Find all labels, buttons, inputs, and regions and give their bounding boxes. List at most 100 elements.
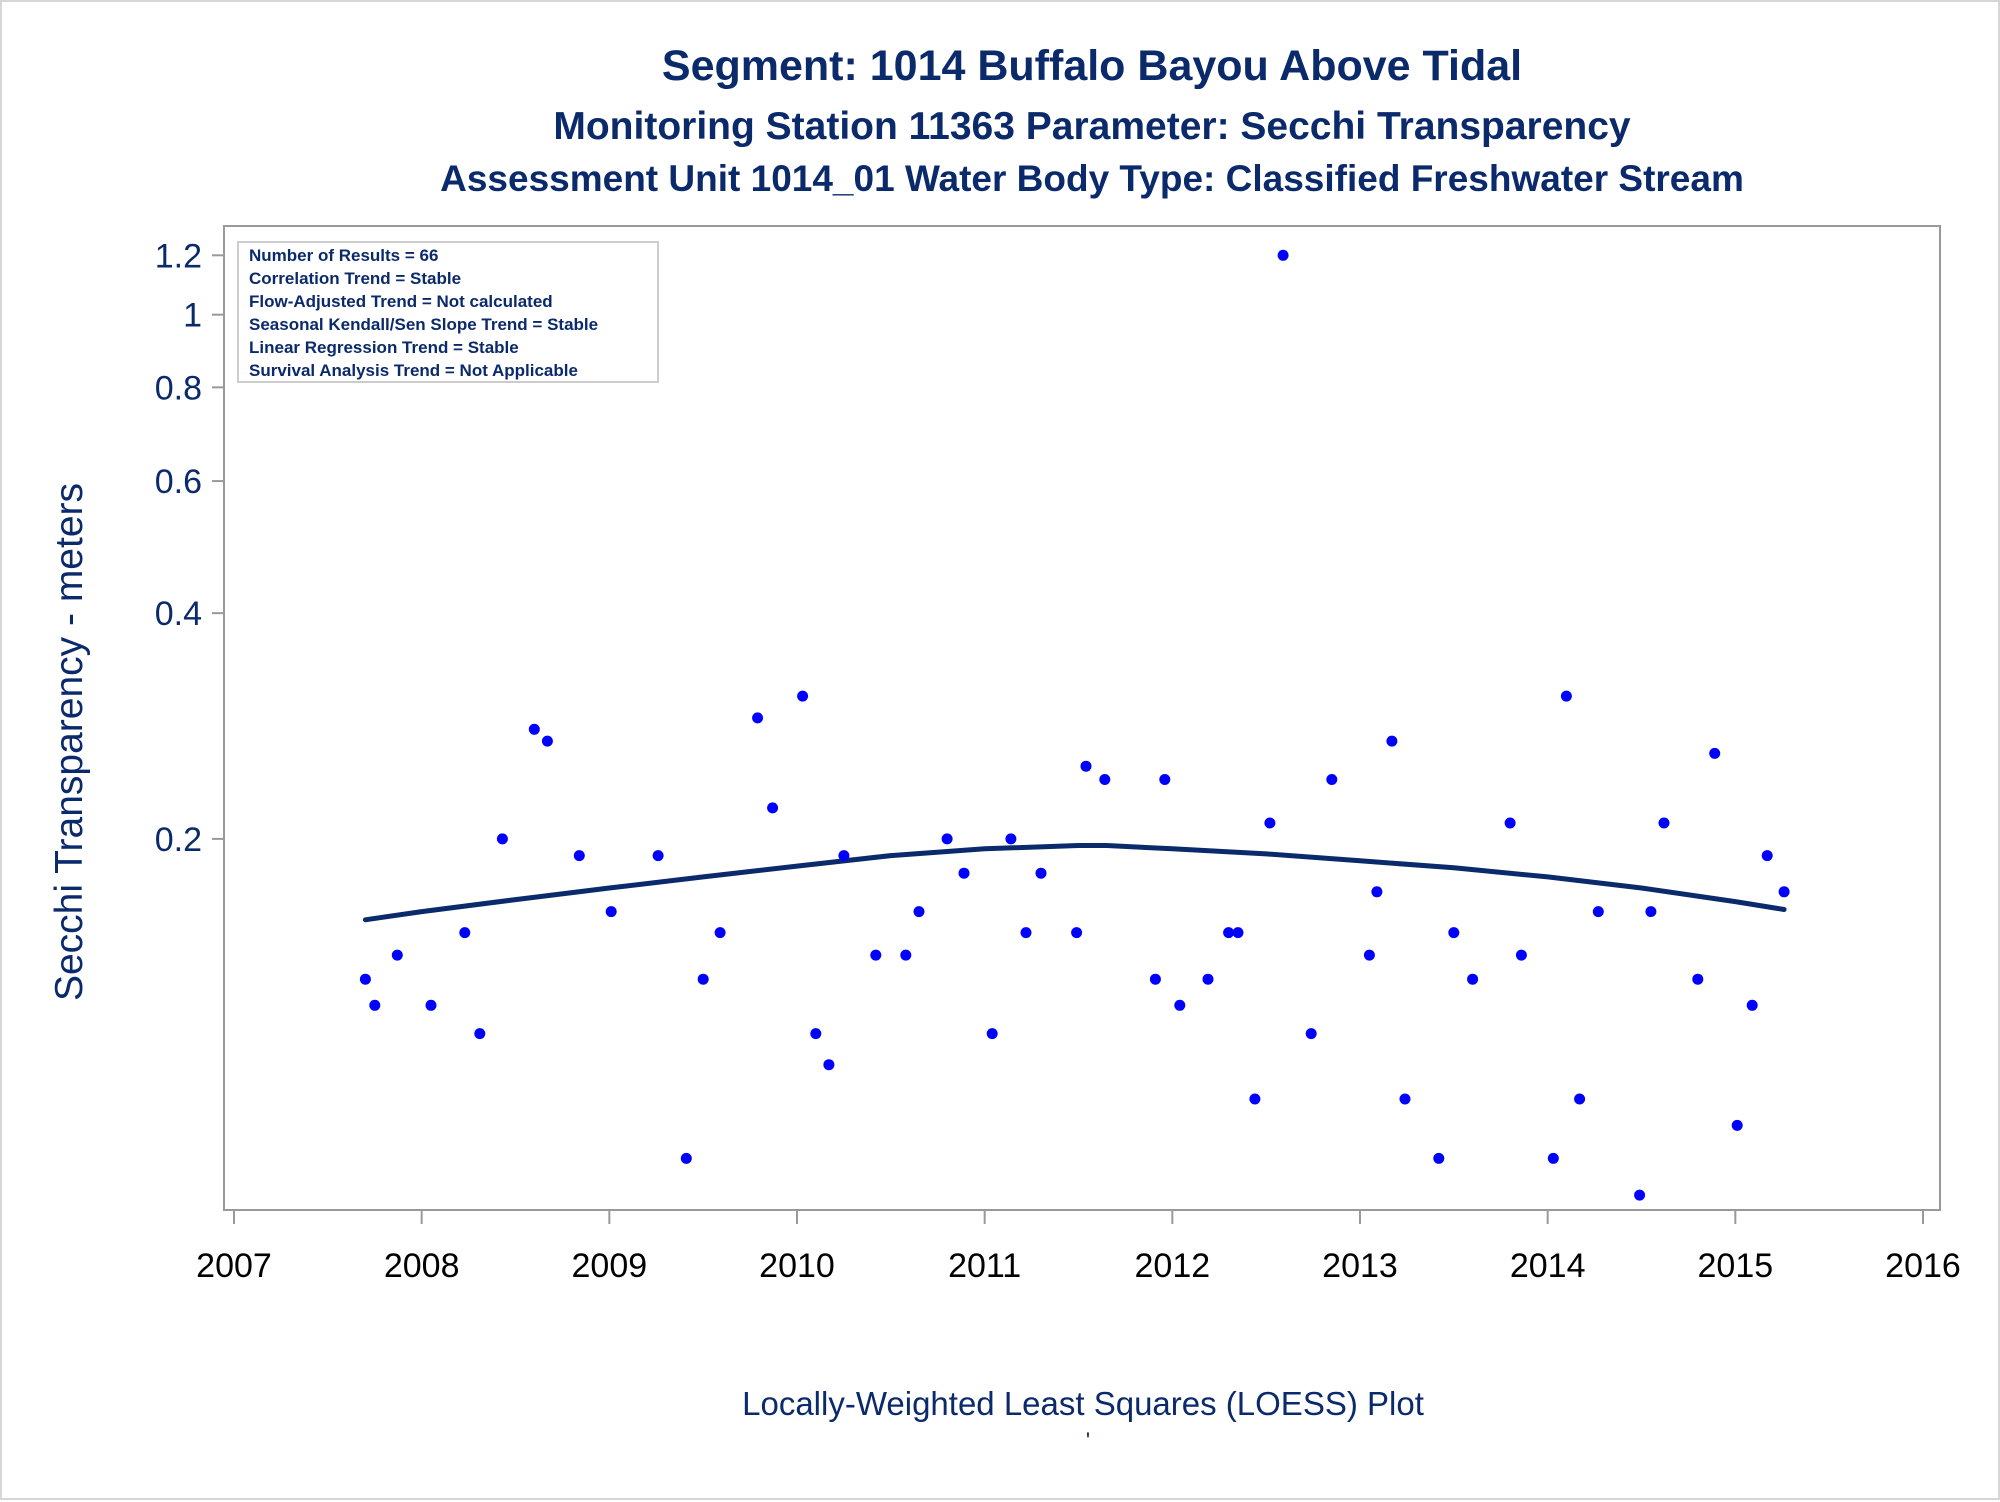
data-point (1467, 973, 1479, 985)
x-tick-label: 2012 (1135, 1247, 1211, 1285)
y-axis-label: Secchi Transparency - meters (48, 483, 91, 1001)
data-point (391, 949, 403, 961)
stats-line: Flow-Adjusted Trend = Not calculated (249, 292, 553, 311)
data-point (425, 999, 437, 1011)
x-tick-label: 2013 (1322, 1247, 1398, 1285)
data-point (1277, 249, 1289, 261)
data-point (573, 850, 585, 862)
points-layer (359, 249, 1790, 1201)
x-tick-label: 2007 (196, 1247, 272, 1285)
y-tick-label: 0.2 (155, 821, 202, 859)
data-point (1071, 927, 1083, 939)
data-point (752, 712, 764, 724)
data-point (496, 833, 508, 845)
data-point (1223, 927, 1235, 939)
data-point (652, 850, 664, 862)
footer-mark: ' (1086, 1428, 1090, 1453)
x-tick-label: 2008 (384, 1247, 460, 1285)
data-point (913, 906, 925, 918)
stats-line: Survival Analysis Trend = Not Applicable (249, 361, 578, 380)
data-point (1574, 1093, 1586, 1105)
data-point (767, 802, 779, 814)
data-point (697, 973, 709, 985)
data-point (1202, 973, 1214, 985)
stats-box-frame (237, 241, 659, 383)
x-tick-label: 2011 (948, 1247, 1021, 1285)
data-point (459, 927, 471, 939)
x-tick-label: 2016 (1885, 1247, 1961, 1285)
chart-subtitle-2: Assessment Unit 1014_01 Water Body Type:… (440, 158, 1744, 199)
data-point (1778, 886, 1790, 898)
stats-box: Number of Results = 66 Correlation Trend… (237, 241, 659, 383)
data-point (958, 867, 970, 879)
data-point (359, 973, 371, 985)
data-point (1080, 760, 1092, 772)
loess-layer (362, 843, 1787, 923)
stats-line: Number of Results = 66 (249, 246, 438, 265)
data-point (1448, 927, 1460, 939)
data-point (1731, 1119, 1743, 1131)
data-point (870, 949, 882, 961)
data-point (1692, 973, 1704, 985)
data-point (369, 999, 381, 1011)
data-point (680, 1152, 692, 1164)
y-axis: 0.2 0.4 0.6 0.8 1 1.2 (155, 237, 224, 859)
data-point (810, 1028, 822, 1040)
y-tick-label: 1.2 (155, 237, 202, 275)
data-point (1174, 999, 1186, 1011)
x-tick-label: 2015 (1698, 1247, 1774, 1285)
x-tick-label: 2010 (759, 1247, 835, 1285)
data-point (823, 1059, 835, 1071)
data-point (1504, 817, 1516, 829)
data-point (474, 1028, 486, 1040)
data-point (1746, 999, 1758, 1011)
data-point (541, 735, 553, 747)
data-point (1645, 906, 1657, 918)
data-point (1005, 833, 1017, 845)
y-tick-label: 0.8 (155, 369, 202, 407)
data-point (986, 1028, 998, 1040)
data-point (838, 850, 850, 862)
data-point (1592, 906, 1604, 918)
data-point (528, 723, 540, 735)
chart-title: Segment: 1014 Buffalo Bayou Above Tidal (662, 42, 1522, 90)
x-tick-label: 2014 (1510, 1247, 1586, 1285)
stats-line: Seasonal Kendall/Sen Slope Trend = Stabl… (249, 315, 598, 334)
data-point (1035, 867, 1047, 879)
x-tick-label: 2009 (572, 1247, 648, 1285)
data-point (1363, 949, 1375, 961)
data-point (1658, 817, 1670, 829)
data-point (900, 949, 912, 961)
data-point (1761, 850, 1773, 862)
stats-line: Linear Regression Trend = Stable (249, 338, 519, 357)
data-point (1232, 927, 1244, 939)
data-point (1515, 949, 1527, 961)
data-point (1020, 927, 1032, 939)
data-point (605, 906, 617, 918)
data-point (1634, 1189, 1646, 1201)
data-point (1326, 774, 1338, 785)
data-point (797, 690, 809, 702)
chart-subtitle: Monitoring Station 11363 Parameter: Secc… (553, 105, 1631, 148)
y-tick-label: 0.6 (155, 463, 202, 501)
data-point (1547, 1152, 1559, 1164)
y-tick-label: 0.4 (155, 595, 202, 633)
data-point (1433, 1152, 1445, 1164)
loess-line (362, 843, 1787, 923)
y-tick-label: 1 (183, 297, 202, 335)
data-point (1709, 747, 1721, 759)
data-point (1560, 690, 1572, 702)
data-point (1249, 1093, 1261, 1105)
data-point (1399, 1093, 1411, 1105)
data-point (941, 833, 953, 845)
data-point (714, 927, 726, 939)
data-point (1305, 1028, 1317, 1040)
x-axis: 2007 2008 2009 2010 2011 2012 2013 2014 2015 2016 (196, 1210, 1961, 1285)
data-point (1371, 886, 1383, 898)
data-point (1099, 774, 1111, 785)
x-axis-label: Locally-Weighted Least Squares (LOESS) P… (742, 1385, 1424, 1422)
data-point (1264, 817, 1276, 829)
data-point (1149, 973, 1161, 985)
